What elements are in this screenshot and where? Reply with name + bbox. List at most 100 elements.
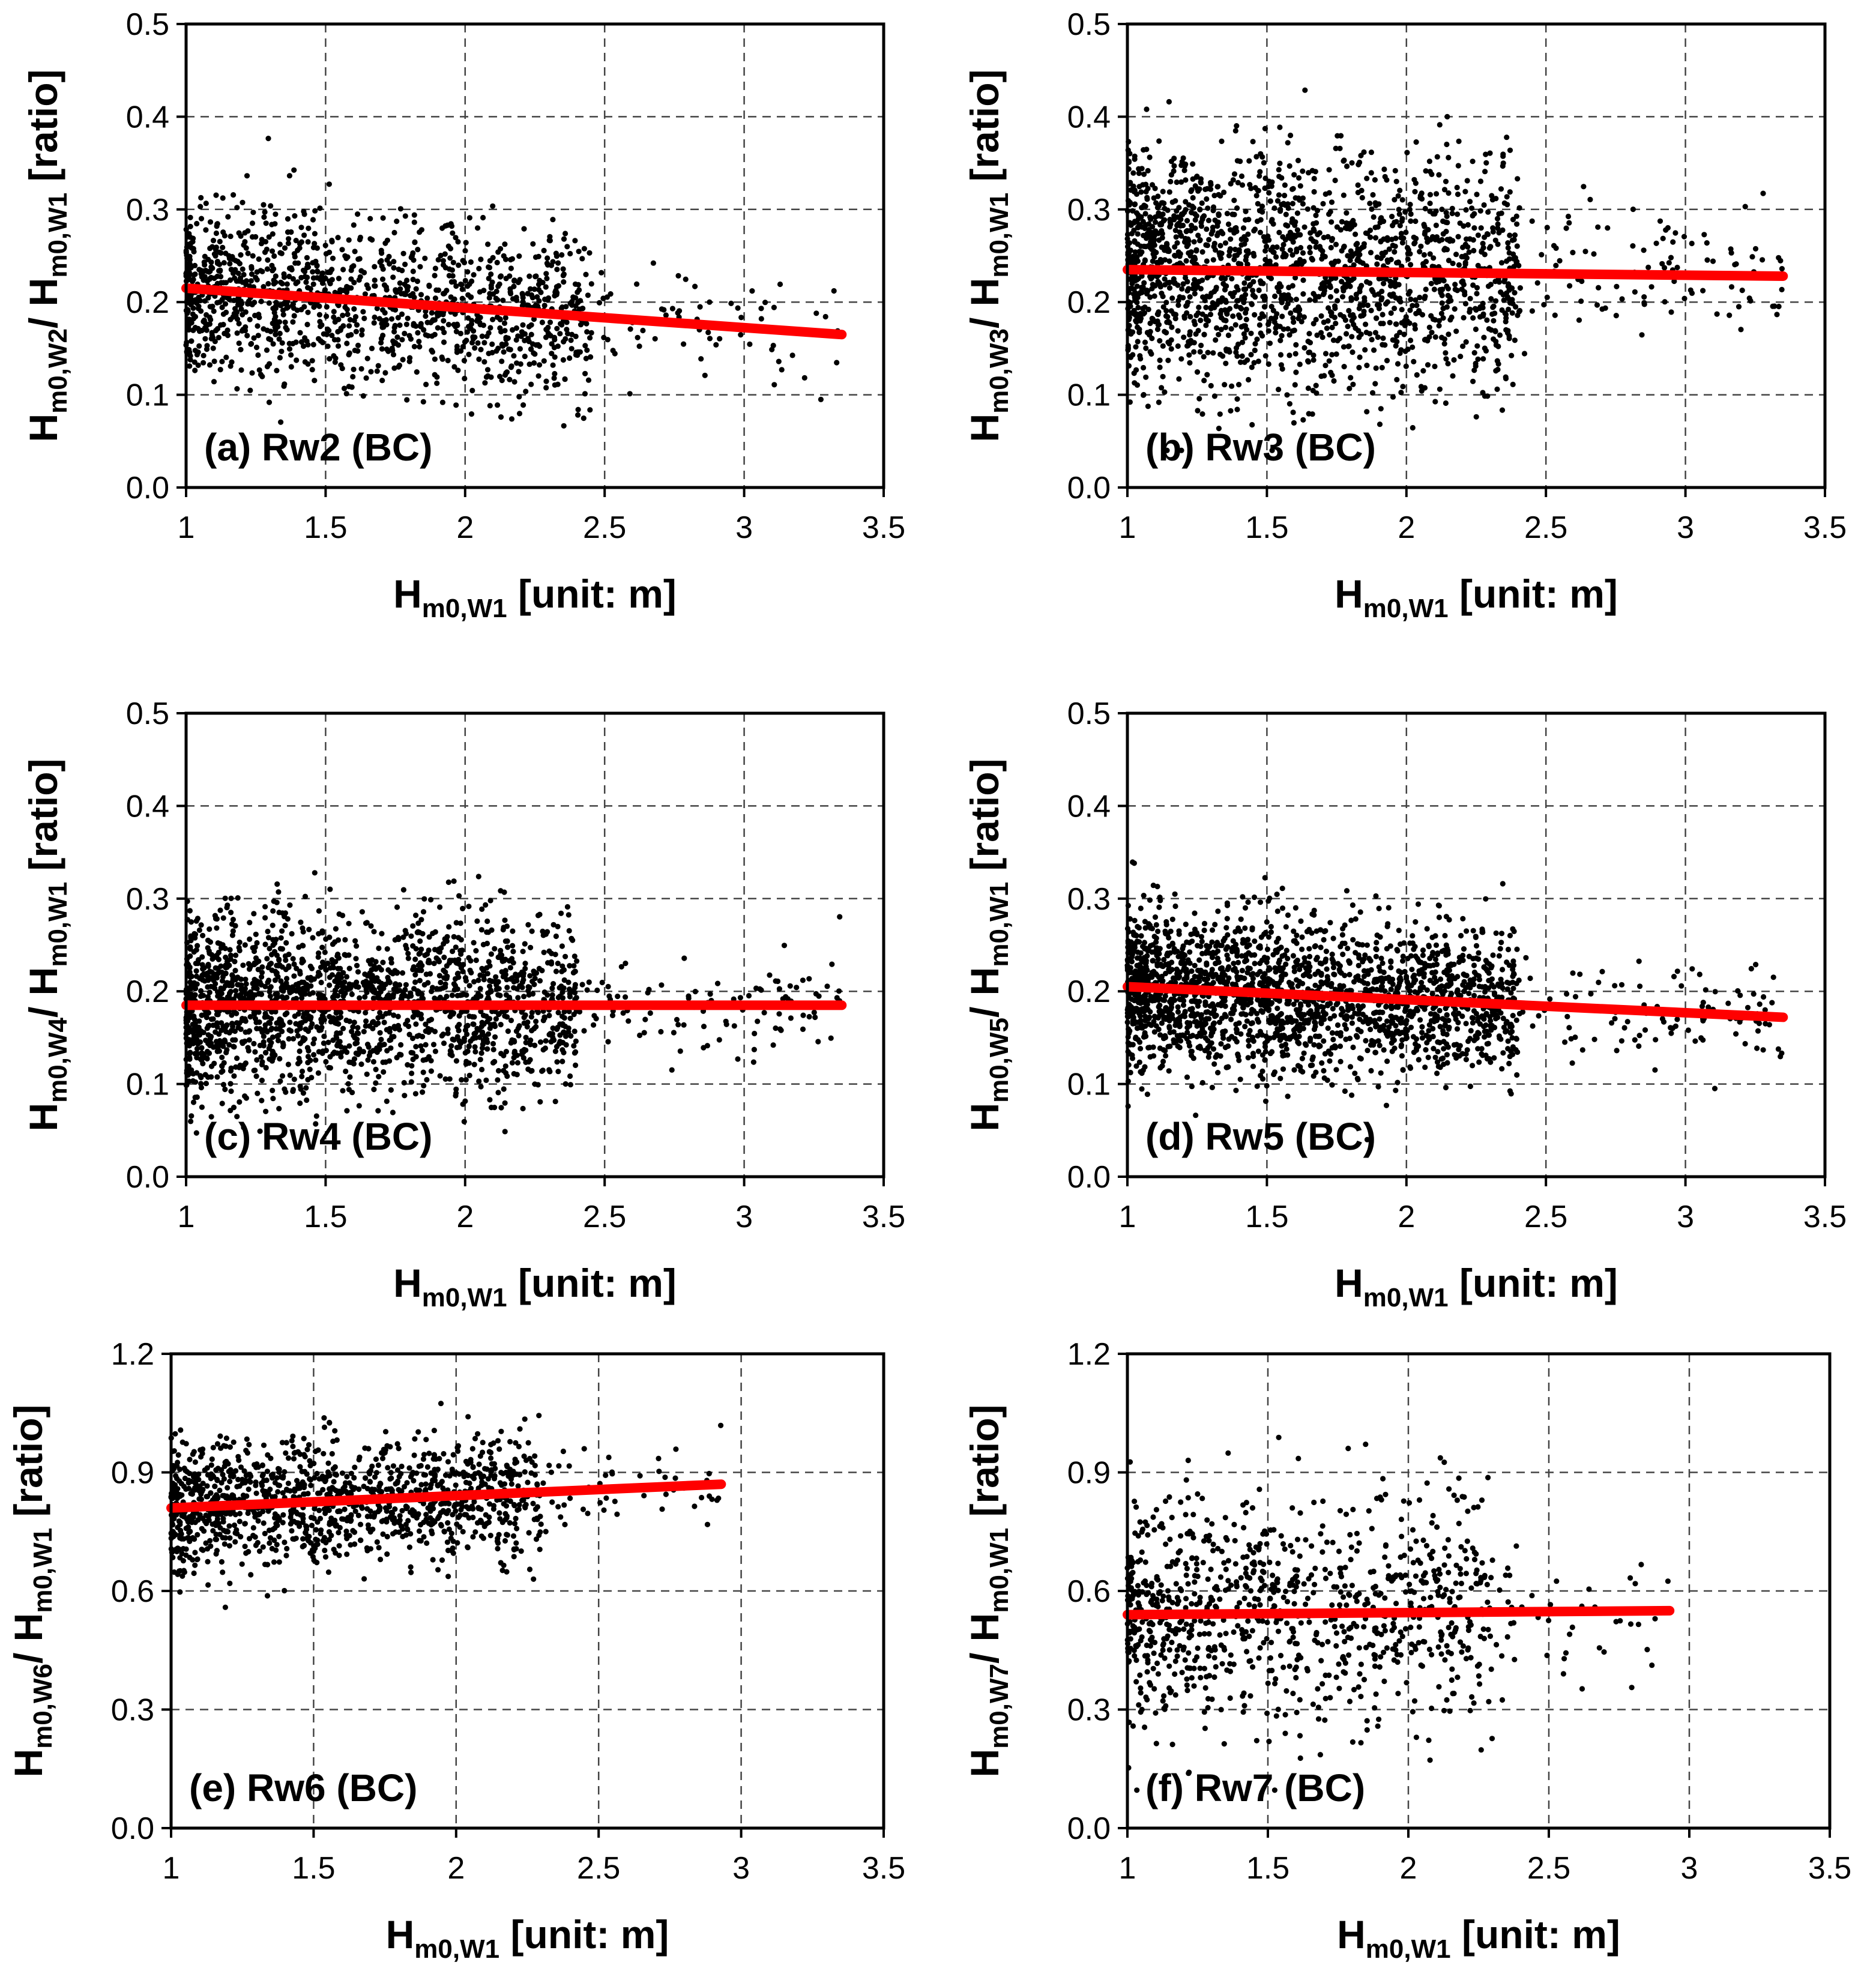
scatter-point bbox=[302, 274, 308, 280]
scatter-point bbox=[1672, 230, 1678, 236]
scatter-point bbox=[1164, 241, 1170, 247]
scatter-point bbox=[1360, 260, 1366, 266]
scatter-point bbox=[1131, 291, 1137, 297]
scatter-point bbox=[1503, 375, 1509, 382]
scatter-point bbox=[1357, 354, 1363, 360]
scatter-point bbox=[1453, 328, 1459, 334]
scatter-point bbox=[504, 1014, 510, 1020]
scatter-point bbox=[438, 979, 444, 986]
scatter-point bbox=[1160, 294, 1166, 300]
scatter-point bbox=[410, 268, 416, 274]
scatter-point bbox=[642, 1016, 648, 1022]
scatter-point bbox=[1149, 315, 1155, 322]
scatter-point bbox=[561, 1015, 567, 1021]
scatter-point bbox=[1145, 168, 1151, 174]
scatter-point bbox=[1308, 236, 1314, 242]
scatter-point bbox=[1148, 216, 1154, 222]
scatter-point bbox=[247, 936, 253, 942]
scatter-point bbox=[1187, 329, 1193, 335]
scatter-point bbox=[1207, 312, 1214, 318]
y-axis-title-sub2: m0,W1 bbox=[985, 193, 1014, 278]
scatter-point bbox=[525, 336, 531, 342]
scatter-point bbox=[198, 1056, 204, 1062]
scatter-point bbox=[1288, 297, 1294, 303]
scatter-point bbox=[1488, 244, 1494, 250]
scatter-point bbox=[321, 1033, 327, 1039]
scatter-point bbox=[581, 415, 587, 421]
scatter-point bbox=[1175, 328, 1181, 334]
x-tick-label: 3.5 bbox=[862, 510, 905, 545]
scatter-point bbox=[1180, 281, 1186, 287]
scatter-point bbox=[1267, 198, 1273, 204]
scatter-point bbox=[1329, 219, 1335, 225]
scatter-point bbox=[198, 216, 205, 222]
scatter-point bbox=[605, 1039, 611, 1045]
scatter-point bbox=[1191, 318, 1197, 324]
scatter-point bbox=[456, 974, 462, 980]
scatter-point bbox=[1465, 222, 1471, 228]
scatter-point bbox=[1282, 193, 1288, 199]
scatter-point bbox=[317, 972, 323, 978]
scatter-point bbox=[1318, 313, 1324, 319]
scatter-point bbox=[421, 1082, 427, 1088]
scatter-point bbox=[1250, 279, 1256, 285]
y-axis-title-suffix: [ratio] bbox=[962, 70, 1007, 193]
scatter-point bbox=[481, 340, 487, 346]
scatter-point bbox=[425, 333, 431, 339]
scatter-point bbox=[235, 895, 241, 901]
scatter-point bbox=[441, 262, 447, 268]
scatter-point bbox=[193, 973, 199, 979]
scatter-point bbox=[829, 961, 835, 967]
scatter-point bbox=[1410, 424, 1416, 431]
scatter-point bbox=[1326, 305, 1332, 311]
scatter-point bbox=[370, 1058, 377, 1065]
scatter-point bbox=[235, 259, 241, 265]
scatter-point bbox=[1310, 321, 1317, 327]
scatter-point bbox=[1488, 296, 1494, 302]
scatter-point bbox=[1350, 381, 1356, 387]
scatter-point bbox=[747, 341, 753, 348]
scatter-point bbox=[445, 322, 452, 328]
scatter-point bbox=[1446, 190, 1452, 196]
scatter-point bbox=[312, 378, 318, 384]
scatter-point bbox=[1591, 251, 1597, 257]
scatter-point bbox=[541, 1014, 547, 1020]
scatter-point bbox=[1467, 199, 1473, 205]
scatter-point bbox=[1311, 189, 1317, 195]
scatter-point bbox=[444, 994, 450, 1000]
scatter-point bbox=[1166, 189, 1172, 195]
scatter-point bbox=[1286, 401, 1292, 407]
scatter-point bbox=[1219, 138, 1225, 144]
scatter-point bbox=[412, 979, 418, 985]
scatter-point bbox=[391, 328, 397, 335]
scatter-point bbox=[1208, 382, 1214, 389]
scatter-point bbox=[223, 970, 229, 976]
scatter-point bbox=[815, 1039, 821, 1045]
scatter-point bbox=[368, 369, 374, 375]
scatter-point bbox=[1274, 311, 1280, 317]
scatter-point bbox=[1432, 317, 1438, 323]
scatter-point bbox=[205, 295, 211, 301]
scatter-point bbox=[1495, 241, 1501, 247]
scatter-point bbox=[1149, 246, 1155, 252]
scatter-point bbox=[1237, 359, 1244, 366]
scatter-point bbox=[552, 354, 558, 360]
scatter-point bbox=[285, 1061, 291, 1067]
scatter-point bbox=[1440, 315, 1446, 321]
scatter-point bbox=[1247, 182, 1253, 188]
scatter-point bbox=[771, 382, 777, 388]
scatter-point bbox=[1271, 205, 1277, 211]
scatter-point bbox=[437, 1073, 443, 1079]
scatter-point bbox=[663, 312, 669, 318]
scatter-point bbox=[322, 287, 328, 293]
scatter-point bbox=[288, 229, 294, 235]
scatter-point bbox=[1349, 160, 1355, 166]
scatter-point bbox=[752, 1030, 758, 1037]
scatter-point bbox=[1438, 310, 1444, 316]
scatter-point bbox=[1475, 356, 1481, 362]
scatter-point bbox=[207, 219, 214, 225]
scatter-point bbox=[410, 250, 416, 256]
scatter-point bbox=[502, 372, 508, 378]
scatter-point bbox=[456, 893, 462, 899]
scatter-point bbox=[268, 328, 274, 334]
